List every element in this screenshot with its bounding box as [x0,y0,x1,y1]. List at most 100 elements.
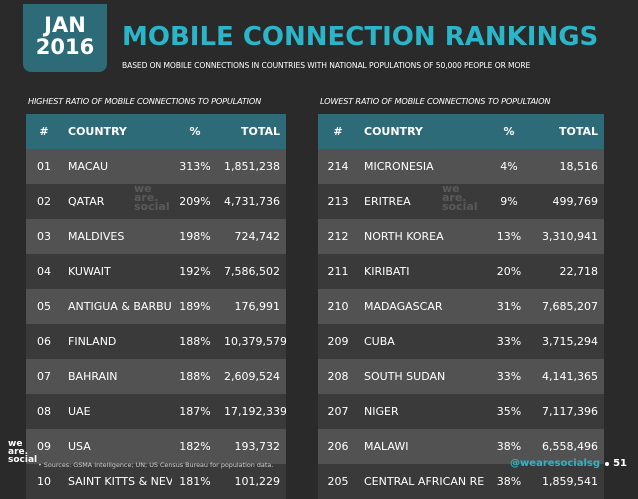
percent-cell: 181% [172,464,218,499]
country-cell: CUBA [358,324,484,359]
table-row: 207 NIGER 35% 7,117,396 [318,394,604,429]
total-cell: 3,310,941 [534,219,604,254]
total-cell: 6,558,496 [534,429,604,464]
percent-cell: 38% [484,429,534,464]
country-cell: NIGER [358,394,484,429]
total-cell: 1,851,238 [218,149,286,184]
rank-cell: 07 [26,359,62,394]
percent-cell: 209% [172,184,218,219]
total-cell: 499,769 [534,184,604,219]
table-row: 07 BAHRAIN 188% 2,609,524 [26,359,286,394]
rank-cell: 210 [318,289,358,324]
total-cell: 7,685,207 [534,289,604,324]
total-cell: 4,141,365 [534,359,604,394]
percent-cell: 189% [172,289,218,324]
table-row: 09 USA 182% 193,732 [26,429,286,464]
date-month: JAN [44,13,86,37]
country-cell: KIRIBATI [358,254,484,289]
page-title: MOBILE CONNECTION RANKINGS [122,22,599,52]
table-row: 214 MICRONESIA 4% 18,516 [318,149,604,184]
country-cell: KUWAIT [62,254,172,289]
column-header: TOTAL [534,114,604,149]
table-row: 02 QATAR 209% 4,731,736 [26,184,286,219]
country-cell: SOUTH SUDAN [358,359,484,394]
total-cell: 4,731,736 [218,184,286,219]
percent-cell: 38% [484,464,534,499]
total-cell: 3,715,294 [534,324,604,359]
rank-cell: 206 [318,429,358,464]
column-header: % [172,114,218,149]
percent-cell: 182% [172,429,218,464]
total-cell: 1,859,541 [534,464,604,499]
page-subtitle: BASED ON MOBILE CONNECTIONS IN COUNTRIES… [122,61,531,70]
we-are-social-logo: we are. social [8,439,38,465]
percent-cell: 198% [172,219,218,254]
column-header: TOTAL [218,114,286,149]
table-row: 208 SOUTH SUDAN 33% 4,141,365 [318,359,604,394]
total-cell: 10,379,579 [218,324,286,359]
total-cell: 18,516 [534,149,604,184]
social-handle: @wearesocialsg [510,458,600,469]
separator-dot [605,462,609,466]
percent-cell: 187% [172,394,218,429]
rank-cell: 03 [26,219,62,254]
country-cell: MALAWI [358,429,484,464]
total-cell: 101,229 [218,464,286,499]
total-cell: 176,991 [218,289,286,324]
percent-cell: 9% [484,184,534,219]
column-header: COUNTRY [62,114,172,149]
total-cell: 2,609,524 [218,359,286,394]
country-cell: MALDIVES [62,219,172,254]
table-row: 06 FINLAND 188% 10,379,579 [26,324,286,359]
country-cell: MICRONESIA [358,149,484,184]
country-cell: UAE [62,394,172,429]
table-header-row: # COUNTRY% TOTAL [318,114,604,149]
column-header: COUNTRY [358,114,484,149]
percent-cell: 35% [484,394,534,429]
country-cell: MADAGASCAR [358,289,484,324]
table-row: 206 MALAWI 38% 6,558,496 [318,429,604,464]
rank-cell: 209 [318,324,358,359]
column-header: % [484,114,534,149]
column-header: # [26,114,62,149]
percent-cell: 4% [484,149,534,184]
table-row: 211 KIRIBATI 20% 22,718 [318,254,604,289]
rank-cell: 01 [26,149,62,184]
total-cell: 724,742 [218,219,286,254]
country-cell: USA [62,429,172,464]
percent-cell: 188% [172,359,218,394]
rank-cell: 10 [26,464,62,499]
percent-cell: 13% [484,219,534,254]
table-row: 210 MADAGASCAR 31% 7,685,207 [318,289,604,324]
country-cell: ERITREA [358,184,484,219]
country-cell: BAHRAIN [62,359,172,394]
table-header-row: # COUNTRY% TOTAL [26,114,286,149]
left-table-label: HIGHEST RATIO OF MOBILE CONNECTIONS TO P… [28,96,262,106]
table-row: 205 CENTRAL AFRICAN REP. 38% 1,859,541 [318,464,604,499]
table-row: 08 UAE 187% 17,192,339 [26,394,286,429]
percent-cell: 313% [172,149,218,184]
percent-cell: 192% [172,254,218,289]
highest-ratio-table: # COUNTRY% TOTAL 01 MACAU 313% 1,851,238 02 QAT… [26,114,286,499]
rank-cell: 05 [26,289,62,324]
country-cell: NORTH KOREA [358,219,484,254]
rank-cell: 205 [318,464,358,499]
percent-cell: 33% [484,359,534,394]
country-cell: FINLAND [62,324,172,359]
rank-cell: 213 [318,184,358,219]
table-row: 01 MACAU 313% 1,851,238 [26,149,286,184]
rank-cell: 214 [318,149,358,184]
total-cell: 17,192,339 [218,394,286,429]
table-row: 212 NORTH KOREA 13% 3,310,941 [318,219,604,254]
table-row: 04 KUWAIT 192% 7,586,502 [26,254,286,289]
page-number: 51 [613,458,627,469]
rank-cell: 208 [318,359,358,394]
right-table-label: LOWEST RATIO OF MOBILE CONNECTIONS TO PO… [320,96,551,106]
rank-cell: 09 [26,429,62,464]
country-cell: ANTIGUA & BARBUDA [62,289,172,324]
total-cell: 193,732 [218,429,286,464]
sources-footnote: • Sources: GSMA Intelligence; UN; US Cen… [38,461,274,469]
total-cell: 7,586,502 [218,254,286,289]
